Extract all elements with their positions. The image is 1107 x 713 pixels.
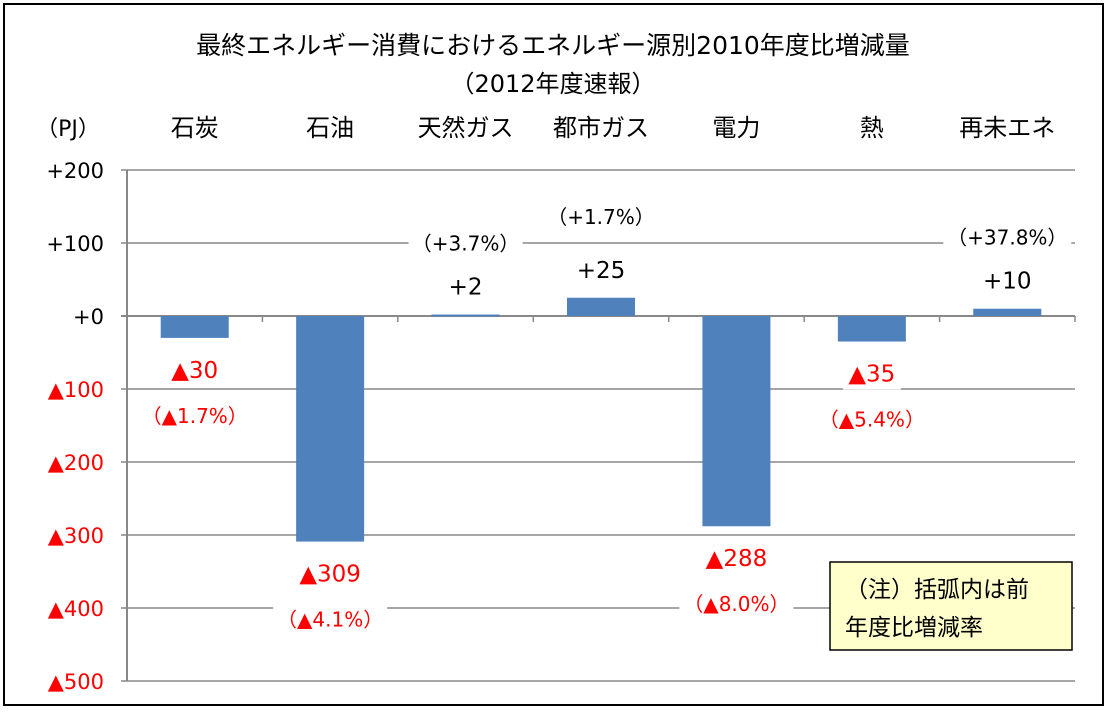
- percent-label-bg: [943, 220, 1072, 253]
- percent-label: （▲5.4%）: [819, 408, 925, 432]
- value-label-bg: [572, 253, 630, 286]
- category-label: 都市ガス: [553, 114, 649, 142]
- note-line-1: （注）括弧内は前: [845, 577, 1029, 603]
- value-label: ▲288: [706, 546, 768, 572]
- category-label: 天然ガス: [418, 114, 514, 142]
- chart-title: 最終エネルギー消費におけるエネルギー源別2010年度比増減量: [196, 31, 910, 60]
- y-tick-label: +200: [46, 159, 104, 183]
- value-label: ▲309: [299, 562, 361, 588]
- bar: [837, 316, 906, 342]
- category-label: 石炭: [171, 114, 219, 142]
- value-label-bg: [294, 557, 367, 590]
- percent-label: （▲4.1%）: [277, 608, 383, 632]
- percent-label-bg: [137, 398, 252, 431]
- value-label: +10: [983, 269, 1032, 295]
- percent-label: （▲1.7%）: [142, 404, 248, 428]
- unit-label: （PJ）: [36, 117, 100, 142]
- percent-label-bg: [544, 199, 658, 232]
- note-box: （注）括弧内は前 年度比増減率: [829, 561, 1073, 651]
- percent-label: （+37.8%）: [947, 226, 1067, 250]
- value-label: ▲30: [171, 358, 218, 384]
- chart-subtitle: （2012年度速報）: [450, 70, 655, 98]
- y-tick-label: ▲100: [48, 378, 104, 402]
- y-tick-label: ▲200: [48, 451, 104, 475]
- bar: [160, 316, 229, 338]
- percent-label-bg: [814, 402, 929, 435]
- y-tick-label: +100: [46, 232, 104, 256]
- value-label: +2: [449, 275, 483, 301]
- bar: [431, 314, 500, 317]
- percent-label: （+3.7%）: [412, 232, 520, 256]
- percent-label: （▲8.0%）: [683, 592, 789, 616]
- y-tick-label: ▲400: [48, 597, 104, 621]
- bar: [296, 316, 365, 542]
- percent-label-bg: [273, 602, 388, 635]
- value-label: +25: [577, 258, 626, 284]
- category-label: 石油: [306, 114, 354, 142]
- category-label: 熱: [860, 114, 884, 142]
- percent-label-bg: [408, 226, 523, 259]
- y-tick-label: +0: [73, 305, 104, 329]
- value-label-bg: [842, 357, 901, 390]
- value-label-bg: [443, 270, 488, 303]
- bar: [973, 308, 1042, 316]
- note-line-2: 年度比増減率: [845, 615, 983, 641]
- value-label-bg: [700, 542, 773, 575]
- category-label: 電力: [712, 114, 760, 142]
- percent-label: （+1.7%）: [547, 205, 655, 229]
- value-label-bg: [165, 353, 224, 386]
- y-tick-label: ▲300: [48, 524, 104, 548]
- y-tick-label: ▲500: [48, 670, 104, 694]
- percent-label-bg: [679, 587, 794, 620]
- category-label: 再未エネ: [959, 114, 1055, 142]
- bar: [702, 316, 771, 527]
- value-label-bg: [978, 264, 1037, 297]
- value-label: ▲35: [848, 362, 895, 388]
- bar: [567, 297, 635, 316]
